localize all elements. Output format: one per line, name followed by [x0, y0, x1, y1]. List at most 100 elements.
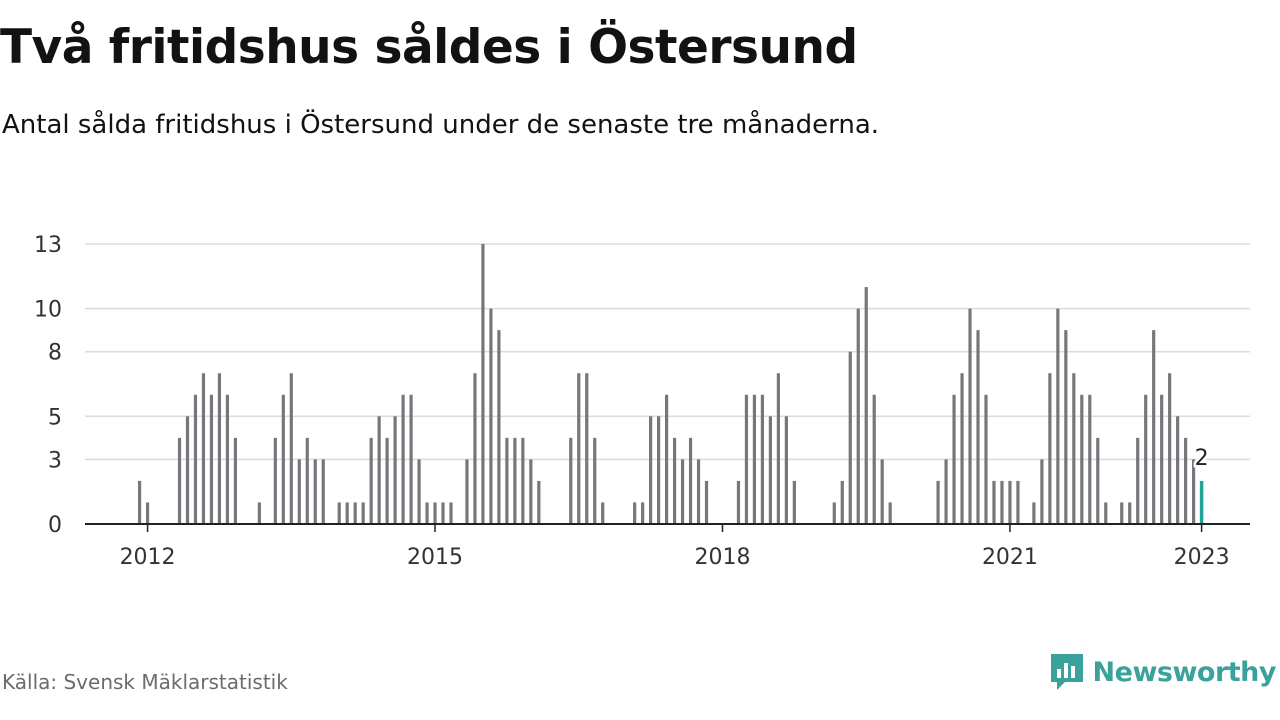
bar: [225, 394, 230, 524]
bar: [633, 502, 637, 524]
newsworthy-logo-text: Newsworthy: [1092, 656, 1277, 688]
bar: [465, 459, 469, 524]
bar: [1016, 480, 1020, 524]
bar: [1080, 394, 1084, 524]
bar: [433, 502, 437, 524]
y-tick-label: 3: [48, 448, 62, 473]
bar: [401, 394, 405, 524]
bar: [281, 394, 285, 524]
bar: [313, 459, 317, 524]
bar: [209, 394, 214, 524]
bar: [345, 502, 349, 524]
bar: [680, 459, 685, 524]
bar: [385, 437, 389, 524]
bar: [864, 287, 868, 524]
bar: [752, 394, 757, 524]
bar: [577, 373, 581, 524]
bar: [297, 459, 301, 524]
bar: [944, 459, 948, 524]
bar: [481, 244, 485, 524]
bar: [936, 480, 940, 524]
bar: [641, 502, 645, 524]
x-tick-label: 2018: [694, 545, 750, 570]
bar: [1104, 502, 1108, 524]
bar: [377, 416, 381, 524]
bar: [872, 394, 876, 524]
bar: [992, 480, 996, 524]
bar: [505, 437, 509, 524]
bar: [968, 308, 972, 524]
x-tick-label: 2015: [407, 545, 463, 570]
bar: [984, 394, 988, 524]
bar: [1136, 437, 1140, 524]
bar: [409, 394, 413, 524]
bar: [521, 437, 525, 524]
bar: [744, 394, 749, 524]
bar: [688, 437, 693, 524]
bar: [1096, 437, 1100, 524]
bar: [145, 502, 150, 524]
bar: [601, 502, 605, 524]
bar: [672, 437, 677, 524]
y-tick-label: 8: [48, 341, 62, 366]
bar: [321, 459, 325, 524]
bar: [1008, 480, 1012, 524]
bar: [1088, 394, 1092, 524]
bar: [441, 502, 445, 524]
bar: [369, 437, 373, 524]
chart-title: Två fritidshus såldes i Östersund: [0, 20, 858, 75]
y-tick-label: 0: [48, 513, 62, 538]
bar: [353, 502, 357, 524]
bar: [289, 373, 293, 524]
bar: [361, 502, 365, 524]
x-tick-label: 2021: [982, 545, 1038, 570]
last-value-label: 2: [1195, 446, 1209, 471]
bar: [1144, 394, 1148, 524]
bar: [513, 437, 517, 524]
bar: [768, 416, 772, 524]
bar: [201, 373, 206, 524]
x-tick-label: 2023: [1174, 545, 1230, 570]
bar: [1032, 502, 1036, 524]
bars: [137, 244, 1204, 524]
x-tick-label: 2012: [120, 545, 176, 570]
bar: [1040, 459, 1044, 524]
bar: [960, 373, 964, 524]
bar: [529, 459, 533, 524]
newsworthy-logo: Newsworthy: [1049, 652, 1277, 692]
bar: [425, 502, 429, 524]
bar: [776, 373, 780, 524]
bar: [1128, 502, 1132, 524]
bar: [1072, 373, 1076, 524]
bar: [177, 437, 182, 524]
axes: 0 3 5 8 10 13 2 2012 2015 2018 2021 2023: [34, 233, 1250, 570]
grid-lines: [85, 243, 1250, 461]
chart-subtitle: Antal sålda fritidshus i Östersund under…: [2, 110, 880, 140]
bar: [1184, 437, 1188, 524]
bar: [840, 480, 844, 524]
bar: [976, 330, 980, 524]
bar: [1168, 373, 1172, 524]
bar: [137, 480, 142, 524]
bar: [185, 416, 190, 524]
bar: [569, 437, 573, 524]
y-tick-label: 10: [34, 298, 62, 323]
bar: [1192, 459, 1196, 524]
bar: [1176, 416, 1180, 524]
bar: [792, 480, 796, 524]
bar-chart: 0 3 5 8 10 13 2 2012 2015 2018 2021 2023: [34, 233, 1250, 570]
bar: [1056, 308, 1060, 524]
bar: [1064, 330, 1068, 524]
bar: [585, 373, 589, 524]
bar: [233, 437, 238, 524]
bar: [736, 480, 741, 524]
bar: [217, 373, 222, 524]
bar: [305, 437, 309, 524]
bar: [1000, 480, 1004, 524]
bar: [193, 394, 198, 524]
y-tick-label: 13: [34, 233, 62, 258]
bar: [449, 502, 453, 524]
bar: [257, 502, 261, 524]
source-note: Källa: Svensk Mäklarstatistik: [2, 670, 288, 694]
bar: [832, 502, 836, 524]
